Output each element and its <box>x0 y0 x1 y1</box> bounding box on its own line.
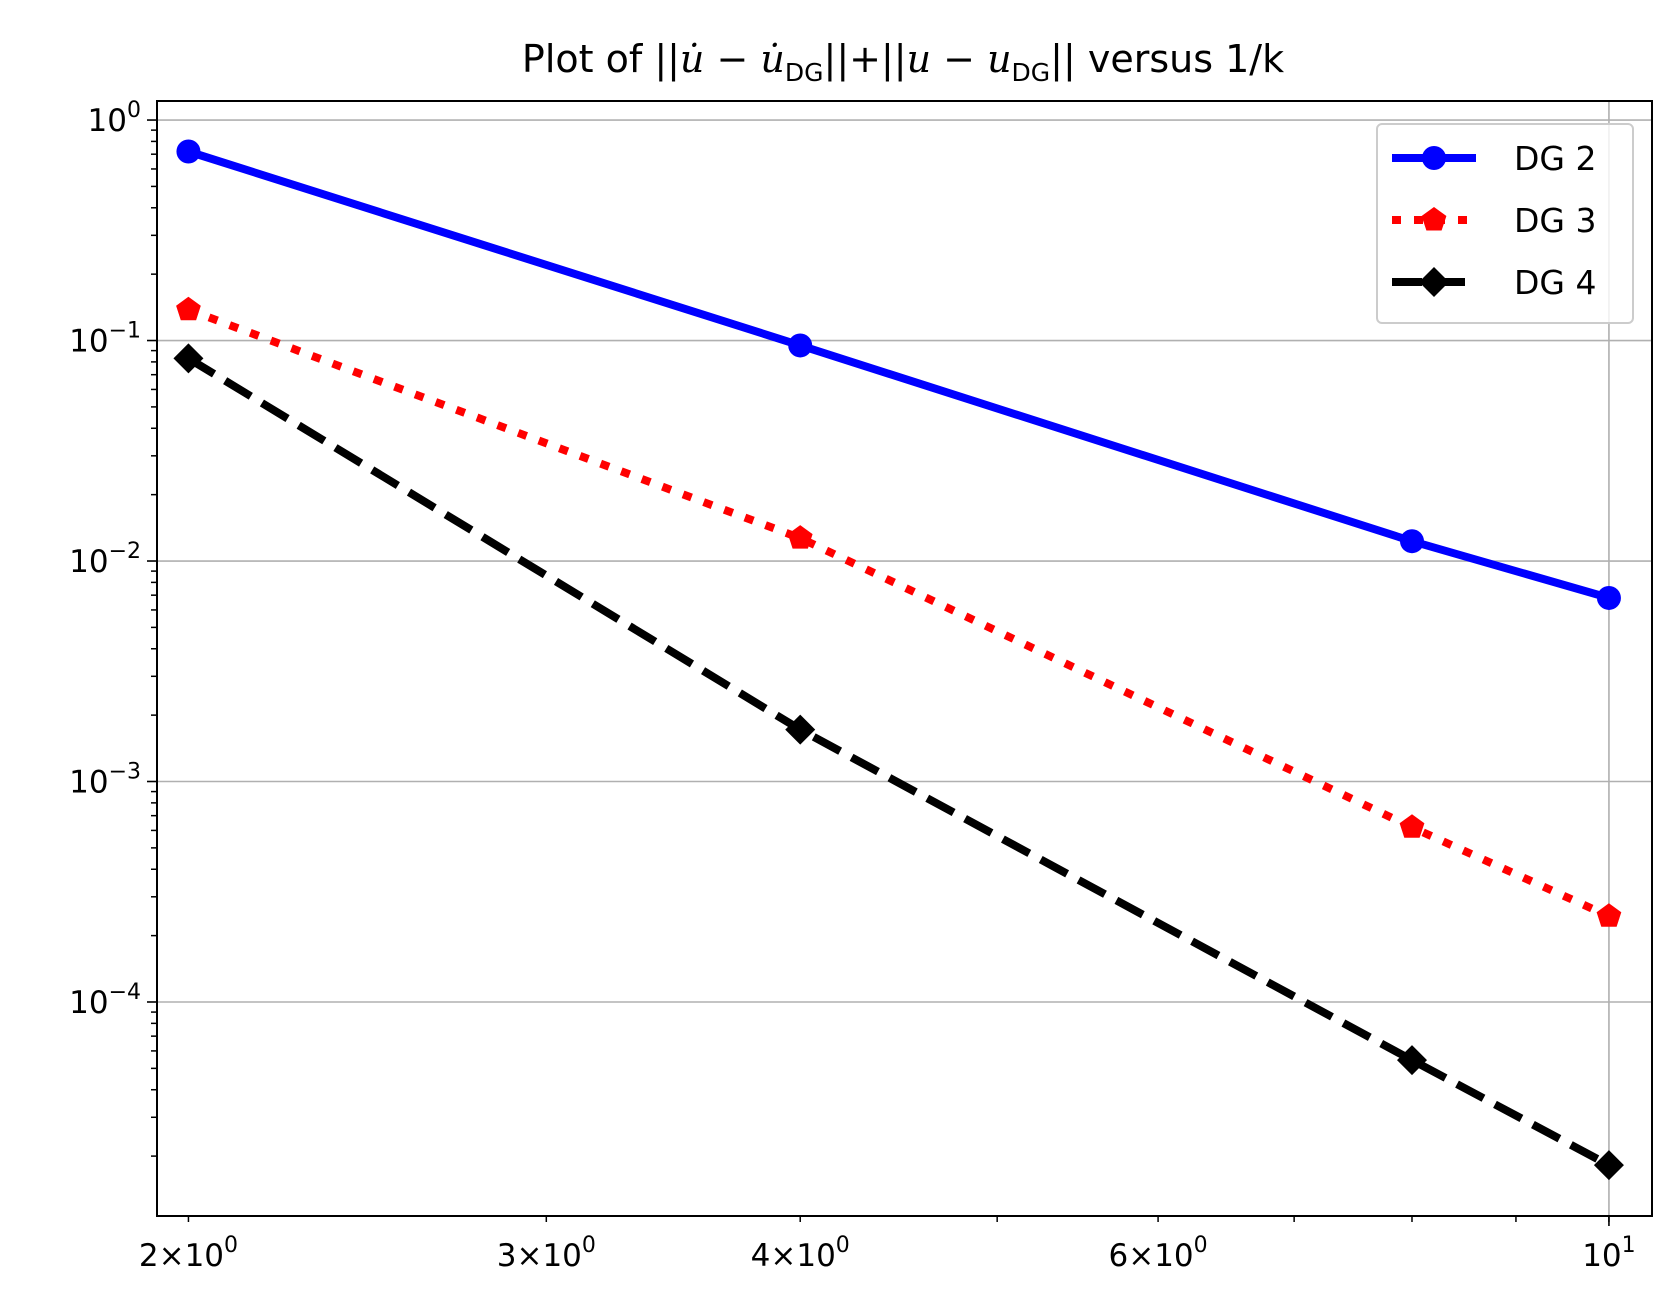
data-point <box>173 343 204 374</box>
series-line <box>187 305 1611 920</box>
data-point <box>176 139 201 164</box>
series-line <box>187 147 1611 602</box>
series-line <box>186 354 1611 1169</box>
data-point <box>176 296 201 321</box>
series-layer <box>173 139 1624 1181</box>
data-point <box>1596 585 1621 610</box>
y-tick-label: 10−3 <box>69 760 141 801</box>
x-tick-label: 4×100 <box>751 1233 850 1274</box>
legend-marker <box>1422 146 1446 170</box>
x-tick-label: 6×100 <box>1108 1233 1207 1274</box>
data-point <box>788 333 813 358</box>
data-point <box>787 525 813 549</box>
data-point <box>1399 814 1425 838</box>
legend-item: DG 3 <box>1392 201 1596 240</box>
y-tick-label: 10−1 <box>69 319 141 360</box>
series-dg-2 <box>176 139 1621 610</box>
plot-frame <box>156 100 1653 1217</box>
series-dg-3 <box>176 296 1622 927</box>
y-tick-label: 10−4 <box>69 980 141 1021</box>
y-tick-label: 100 <box>88 98 141 139</box>
x-tick-label: 101 <box>1582 1233 1635 1274</box>
legend-label: DG 4 <box>1514 263 1596 302</box>
legend-box <box>1376 123 1634 324</box>
legend-marker <box>1419 267 1449 297</box>
legend: DG 2 DG 3 DG 4 <box>1376 123 1634 324</box>
y-axis: 100 10−1 10−2 10−3 10−4 <box>69 98 157 1157</box>
data-point <box>785 714 816 745</box>
legend-label: DG 3 <box>1514 201 1596 240</box>
x-tick-label: 3×100 <box>497 1233 596 1274</box>
legend-item: DG 2 <box>1392 139 1596 178</box>
x-tick-label: 2×100 <box>139 1233 238 1274</box>
legend-marker <box>1421 207 1447 231</box>
data-point <box>1396 1045 1427 1076</box>
data-point <box>1593 1150 1624 1181</box>
series-dg-4 <box>173 343 1624 1181</box>
legend-label: DG 2 <box>1514 139 1596 178</box>
chart-title: Plot of ||u̇ − u̇DG||+||u − uDG|| versus… <box>522 37 1284 87</box>
legend-item: DG 4 <box>1392 263 1596 302</box>
x-axis: 2×100 3×100 4×100 6×100 101 <box>139 1216 1636 1274</box>
data-point <box>1596 903 1622 927</box>
data-point <box>1399 529 1424 554</box>
y-tick-label: 10−2 <box>69 539 141 580</box>
